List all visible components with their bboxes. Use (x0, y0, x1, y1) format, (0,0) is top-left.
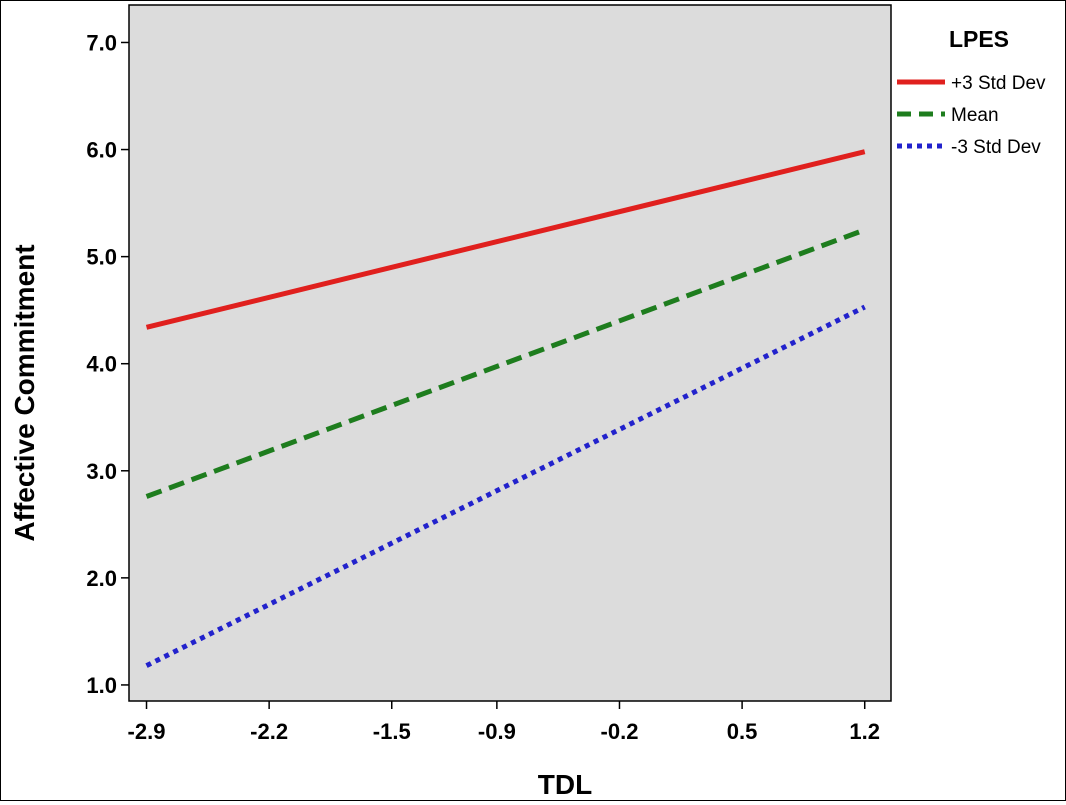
y-axis-label: Affective Commitment (9, 244, 40, 541)
x-tick-label: 0.5 (727, 719, 758, 744)
plot-area (128, 4, 892, 702)
legend-title: LPES (949, 26, 1009, 52)
series-line-2 (145, 304, 866, 668)
x-tick-label: -1.5 (373, 719, 411, 744)
x-tick-label: 1.2 (849, 719, 880, 744)
y-tick-label: 7.0 (86, 30, 117, 55)
x-tick-label: -0.2 (601, 719, 639, 744)
x-axis-label: TDL (538, 769, 592, 800)
x-tick-label: -2.2 (250, 719, 288, 744)
legend: LPES +3 Std Dev Mean -3 Std Dev (897, 26, 1046, 158)
y-tick-label: 3.0 (86, 459, 117, 484)
y-axis: 1.0 2.0 3.0 4.0 5.0 6.0 7.0 (86, 30, 129, 698)
y-tick-label: 5.0 (86, 245, 117, 270)
y-tick-label: 2.0 (86, 566, 117, 591)
legend-label-1: Mean (951, 105, 999, 126)
series-line-1 (145, 227, 866, 499)
legend-label-2: -3 Std Dev (951, 137, 1041, 158)
y-tick-label: 6.0 (86, 138, 117, 163)
y-tick-label: 1.0 (86, 673, 117, 698)
series-lines (145, 149, 866, 668)
series-line-0 (145, 149, 866, 330)
x-axis: -2.9 -2.2 -1.5 -0.9 -0.2 0.5 1.2 (128, 701, 880, 744)
x-tick-label: -0.9 (478, 719, 516, 744)
x-tick-label: -2.9 (128, 719, 166, 744)
legend-label-0: +3 Std Dev (951, 73, 1046, 94)
y-tick-label: 4.0 (86, 352, 117, 377)
